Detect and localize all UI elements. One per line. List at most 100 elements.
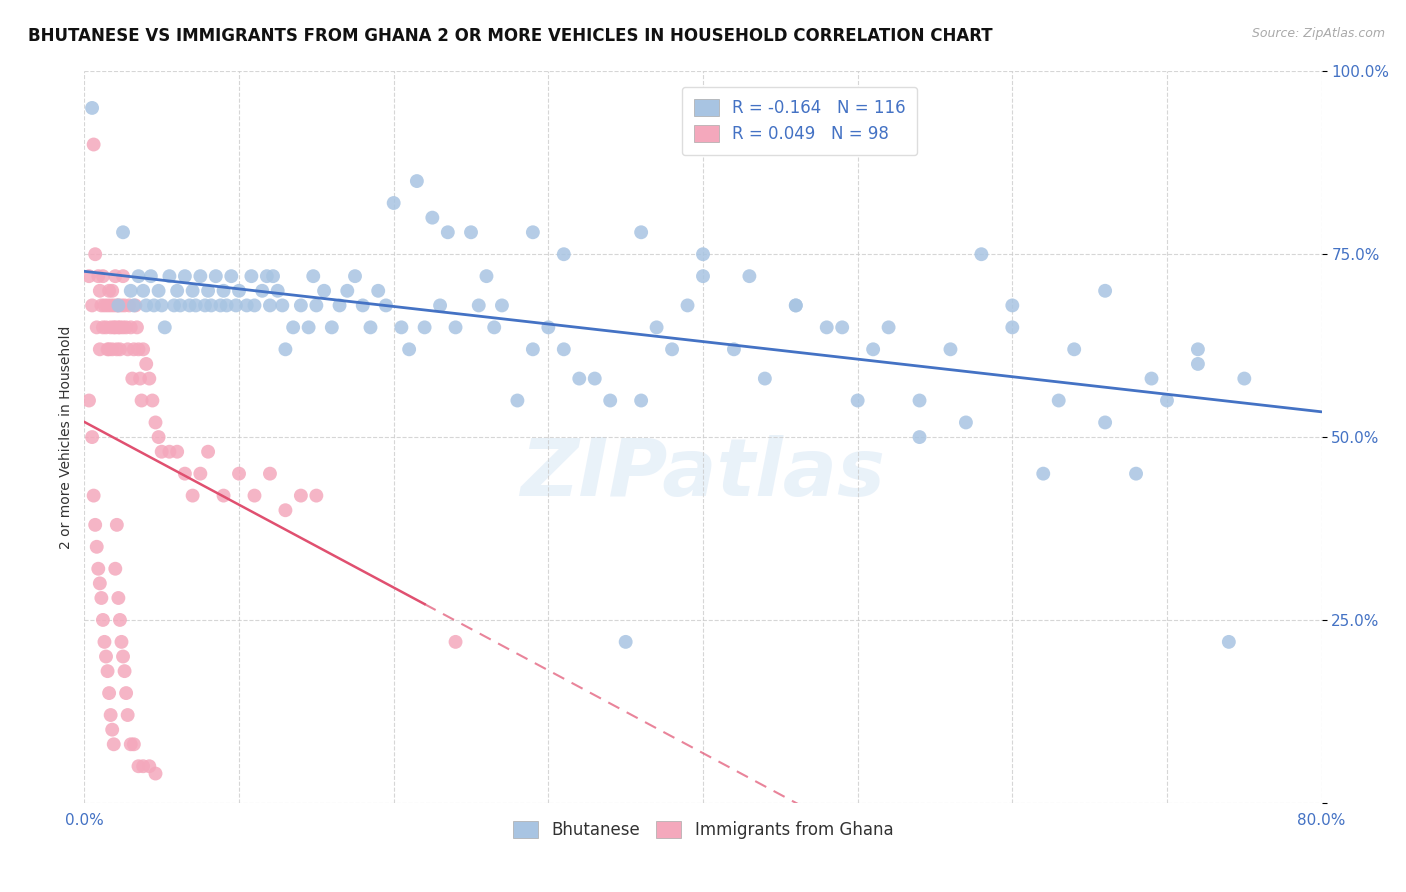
Point	[104, 269, 127, 284]
Point	[599, 393, 621, 408]
Text: ZIPatlas: ZIPatlas	[520, 434, 886, 513]
Point	[132, 759, 155, 773]
Point	[145, 766, 167, 780]
Point	[174, 269, 197, 284]
Point	[138, 759, 160, 773]
Point	[1094, 284, 1116, 298]
Point	[305, 298, 328, 312]
Point	[290, 489, 312, 503]
Point	[108, 320, 131, 334]
Point	[228, 467, 250, 481]
Point	[107, 298, 129, 312]
Point	[1125, 467, 1147, 481]
Point	[105, 298, 128, 312]
Point	[96, 343, 118, 357]
Point	[83, 137, 105, 152]
Point	[1047, 393, 1070, 408]
Point	[114, 664, 136, 678]
Point	[89, 343, 111, 357]
Point	[475, 269, 498, 284]
Point	[267, 284, 290, 298]
Point	[153, 320, 176, 334]
Point	[127, 269, 149, 284]
Y-axis label: 2 or more Vehicles in Household: 2 or more Vehicles in Household	[59, 326, 73, 549]
Point	[1233, 371, 1256, 385]
Point	[506, 393, 529, 408]
Point	[367, 284, 389, 298]
Point	[568, 371, 591, 385]
Point	[117, 343, 139, 357]
Point	[389, 320, 413, 334]
Point	[1032, 467, 1054, 481]
Point	[91, 613, 114, 627]
Point	[692, 247, 714, 261]
Point	[96, 298, 118, 312]
Point	[1001, 298, 1024, 312]
Point	[112, 320, 135, 334]
Point	[89, 284, 111, 298]
Point	[877, 320, 900, 334]
Point	[444, 320, 467, 334]
Point	[360, 320, 382, 334]
Point	[87, 562, 110, 576]
Point	[94, 649, 117, 664]
Point	[692, 269, 714, 284]
Point	[96, 664, 118, 678]
Point	[491, 298, 513, 312]
Point	[98, 343, 121, 357]
Point	[114, 298, 136, 312]
Point	[305, 489, 328, 503]
Point	[98, 284, 121, 298]
Point	[467, 298, 491, 312]
Point	[135, 298, 157, 312]
Point	[181, 489, 204, 503]
Point	[862, 343, 884, 357]
Point	[132, 284, 155, 298]
Point	[460, 225, 482, 239]
Point	[1001, 320, 1024, 334]
Point	[100, 320, 122, 334]
Point	[676, 298, 699, 312]
Point	[124, 298, 146, 312]
Point	[112, 225, 135, 239]
Point	[271, 298, 294, 312]
Point	[107, 320, 129, 334]
Point	[336, 284, 359, 298]
Point	[148, 284, 170, 298]
Point	[328, 298, 352, 312]
Point	[148, 430, 170, 444]
Point	[831, 320, 853, 334]
Point	[120, 284, 142, 298]
Point	[122, 343, 145, 357]
Point	[738, 269, 761, 284]
Point	[103, 298, 125, 312]
Point	[219, 269, 242, 284]
Point	[302, 269, 325, 284]
Point	[240, 269, 263, 284]
Point	[93, 298, 115, 312]
Point	[108, 613, 131, 627]
Point	[138, 371, 160, 385]
Point	[100, 298, 122, 312]
Point	[166, 284, 188, 298]
Point	[908, 393, 931, 408]
Text: Source: ZipAtlas.com: Source: ZipAtlas.com	[1251, 27, 1385, 40]
Point	[101, 723, 124, 737]
Point	[91, 269, 114, 284]
Point	[179, 298, 201, 312]
Point	[352, 298, 374, 312]
Point	[553, 343, 575, 357]
Point	[122, 737, 145, 751]
Point	[436, 225, 458, 239]
Point	[150, 298, 173, 312]
Point	[159, 444, 180, 458]
Point	[159, 269, 180, 284]
Point	[274, 503, 297, 517]
Point	[259, 467, 281, 481]
Point	[105, 343, 128, 357]
Point	[110, 298, 132, 312]
Point	[112, 269, 135, 284]
Point	[84, 247, 107, 261]
Point	[129, 371, 152, 385]
Point	[82, 101, 104, 115]
